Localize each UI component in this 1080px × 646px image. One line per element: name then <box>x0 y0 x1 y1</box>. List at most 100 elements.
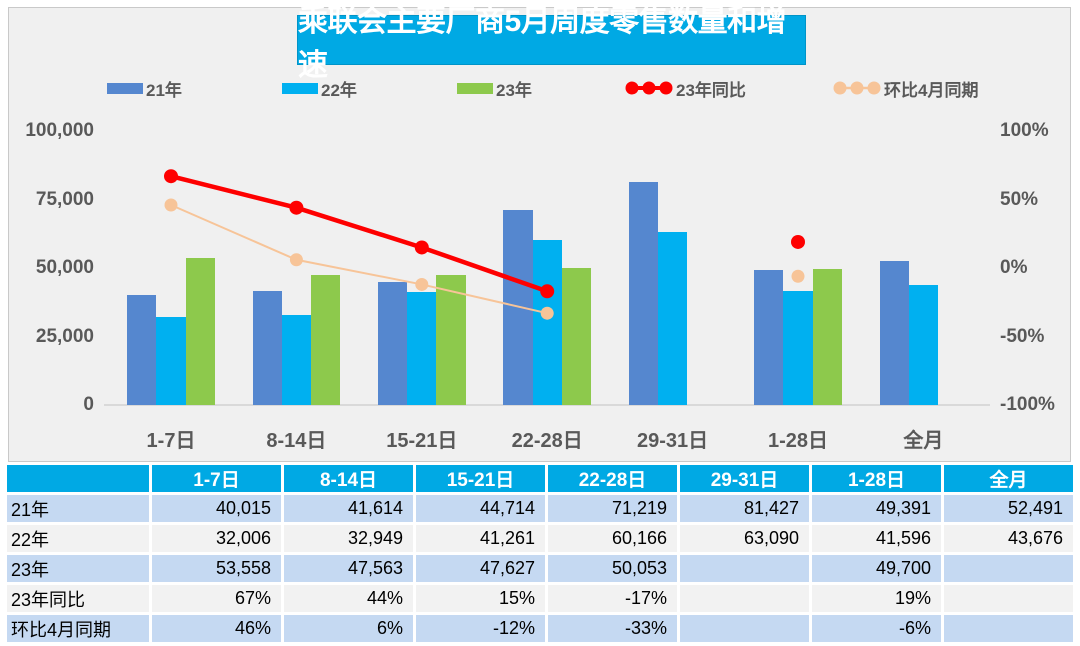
table-cell-r4-c6 <box>944 615 1073 642</box>
table-cell-r3-c4 <box>680 585 809 612</box>
bar-series0-cat4 <box>628 181 658 405</box>
x-axis-label-4: 29-31日 <box>637 430 709 452</box>
table-cell-r1-c5: 41,596 <box>812 525 941 552</box>
row-label-4: 环比4月同期 <box>7 615 149 642</box>
table-cell-r0-c5: 49,391 <box>812 495 941 522</box>
bar-series2-cat2 <box>436 274 466 405</box>
bar-series2-cat0 <box>185 258 215 405</box>
legend-item-2: 23年 <box>457 77 532 100</box>
bar-series0-cat1 <box>252 290 282 405</box>
table-header-cell-0 <box>7 465 149 492</box>
left-axis-tick-3: 25,000 <box>35 325 94 347</box>
table-header-cell-7: 全月 <box>944 465 1073 492</box>
legend-label-2: 23年 <box>496 80 532 100</box>
table-cell-r3-c2: 15% <box>416 585 545 612</box>
bar-series2-cat5 <box>812 268 842 405</box>
bar-series1-cat0 <box>156 317 186 405</box>
table-cell-r0-c1: 41,614 <box>284 495 413 522</box>
table-header-cell-3: 15-21日 <box>416 465 545 492</box>
table-cell-r2-c3: 50,053 <box>548 555 677 582</box>
table-cell-r3-c0: 67% <box>152 585 281 612</box>
table-cell-r4-c0: 46% <box>152 615 281 642</box>
bar-series0-cat2 <box>378 282 408 405</box>
table-cell-r4-c5: -6% <box>812 615 941 642</box>
bar-series2-cat3 <box>561 267 591 405</box>
bar-series1-cat5 <box>783 291 813 405</box>
bar-series2-cat1 <box>311 274 341 405</box>
table-cell-r2-c0: 53,558 <box>152 555 281 582</box>
row-label-3: 23年同比 <box>7 585 149 612</box>
table-row-2: 23年 53,558 47,563 47,627 50,053 49,700 <box>7 555 1073 582</box>
x-axis-baseline <box>104 404 990 406</box>
row-label-2: 23年 <box>7 555 149 582</box>
x-axis-label-3: 22-28日 <box>511 430 583 452</box>
table-cell-r1-c0: 32,006 <box>152 525 281 552</box>
left-axis-tick-4: 0 <box>83 394 94 415</box>
table-header-cell-6: 1-28日 <box>812 465 941 492</box>
left-axis-tick-1: 75,000 <box>35 188 94 210</box>
right-axis-tick-2: 0% <box>1000 257 1028 278</box>
bar-series1-cat1 <box>281 314 311 405</box>
table-cell-r2-c1: 47,563 <box>284 555 413 582</box>
legend-line-swatch-icon <box>625 81 673 95</box>
legend-item-4: 环比4月同期 <box>833 77 979 100</box>
table-cell-r4-c2: -12% <box>416 615 545 642</box>
row-label-0: 21年 <box>7 495 149 522</box>
left-axis-tick-0: 100,000 <box>25 120 94 141</box>
bar-series1-cat6 <box>908 285 938 405</box>
table-header-cell-2: 8-14日 <box>284 465 413 492</box>
bar-series1-cat2 <box>407 291 437 405</box>
table-cell-r2-c2: 47,627 <box>416 555 545 582</box>
table-row-3: 23年同比 67% 44% 15% -17% 19% <box>7 585 1073 612</box>
table-cell-r4-c4 <box>680 615 809 642</box>
table-cell-r0-c2: 44,714 <box>416 495 545 522</box>
table-cell-r1-c2: 41,261 <box>416 525 545 552</box>
table-cell-r0-c4: 81,427 <box>680 495 809 522</box>
table-cell-r3-c6 <box>944 585 1073 612</box>
table-cell-r3-c5: 19% <box>812 585 941 612</box>
right-axis-tick-3: -50% <box>1000 325 1045 347</box>
table-cell-r2-c5: 49,700 <box>812 555 941 582</box>
table-cell-r4-c1: 6% <box>284 615 413 642</box>
x-axis-label-6: 全月 <box>903 430 944 452</box>
legend-bar-swatch-icon <box>107 83 143 94</box>
legend-bar-swatch-icon <box>282 83 318 94</box>
table-header-cell-1: 1-7日 <box>152 465 281 492</box>
bar-series0-cat6 <box>879 261 909 405</box>
bar-series0-cat0 <box>127 295 157 405</box>
table-cell-r2-c6 <box>944 555 1073 582</box>
x-axis-label-2: 15-21日 <box>386 430 458 452</box>
data-table: 1-7日 8-14日 15-21日 22-28日 29-31日 1-28日 全月 21年 40,… <box>7 465 1073 645</box>
right-axis-tick-0: 100% <box>1000 120 1049 141</box>
bar-series0-cat3 <box>503 209 533 405</box>
legend-label-1: 22年 <box>321 80 357 100</box>
table-cell-r1-c1: 32,949 <box>284 525 413 552</box>
table-cell-r4-c3: -33% <box>548 615 677 642</box>
bar-series1-cat3 <box>532 240 562 405</box>
table-cell-r3-c1: 44% <box>284 585 413 612</box>
table-cell-r0-c6: 52,491 <box>944 495 1073 522</box>
x-axis-label-5: 1-28日 <box>767 430 829 452</box>
legend-label-0: 21年 <box>146 80 182 100</box>
legend-line-swatch-icon <box>833 81 881 95</box>
table-cell-r1-c4: 63,090 <box>680 525 809 552</box>
right-axis-tick-4: -100% <box>1000 394 1055 415</box>
table-row-1: 22年 32,006 32,949 41,261 60,166 63,090 41,596 4… <box>7 525 1073 552</box>
table-cell-r1-c3: 60,166 <box>548 525 677 552</box>
row-label-1: 22年 <box>7 525 149 552</box>
table-cell-r0-c3: 71,219 <box>548 495 677 522</box>
table-row-0: 21年 40,015 41,614 44,714 71,219 81,427 49,391 5… <box>7 495 1073 522</box>
legend-item-1: 22年 <box>282 77 357 100</box>
right-axis-tick-1: 50% <box>1000 188 1039 210</box>
table-header-cell-5: 29-31日 <box>680 465 809 492</box>
table-header-cell-4: 22-28日 <box>548 465 677 492</box>
left-axis-tick-2: 50,000 <box>35 257 94 278</box>
table-cell-r3-c3: -17% <box>548 585 677 612</box>
table-cell-r0-c0: 40,015 <box>152 495 281 522</box>
table-cell-r2-c4 <box>680 555 809 582</box>
bar-series1-cat4 <box>658 232 688 405</box>
legend-item-3: 23年同比 <box>625 77 746 100</box>
legend-label-4: 环比4月同期 <box>884 80 979 100</box>
x-axis-label-1: 8-14日 <box>266 430 327 452</box>
